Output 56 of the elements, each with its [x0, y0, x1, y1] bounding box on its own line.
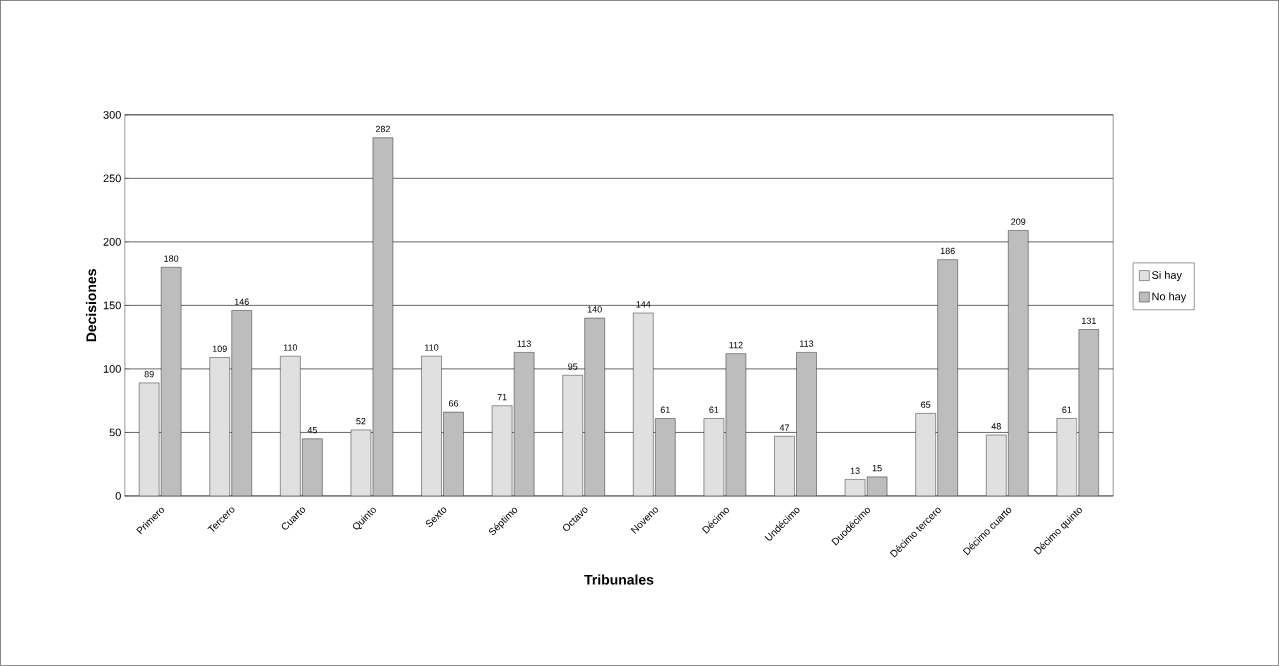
data-label: 45	[307, 427, 317, 434]
y-tick-label: 300	[103, 111, 121, 119]
bar	[231, 310, 252, 497]
y-tick-label: 50	[109, 428, 121, 437]
legend-label: No hay	[1152, 292, 1187, 303]
bar	[796, 352, 817, 497]
data-label: 113	[800, 340, 814, 347]
data-label: 61	[1062, 406, 1072, 414]
data-label: 110	[283, 344, 298, 351]
data-label: 61	[660, 406, 670, 414]
bar	[372, 137, 394, 497]
data-label: 146	[234, 298, 249, 306]
data-label: 282	[375, 125, 390, 133]
bar	[209, 357, 230, 497]
bar	[302, 438, 323, 497]
y-axis-title: Decisiones	[85, 269, 97, 342]
data-label: 65	[921, 401, 931, 408]
bar	[774, 436, 795, 497]
bar	[562, 375, 583, 497]
bar	[584, 317, 605, 497]
data-label: 110	[425, 344, 439, 351]
data-label: 113	[517, 340, 531, 347]
bar	[655, 418, 676, 497]
data-label: 71	[497, 394, 507, 401]
data-label: 144	[636, 301, 651, 308]
x-axis-title: Tribunales	[584, 574, 654, 585]
data-label: 61	[709, 406, 719, 414]
data-label: 89	[144, 371, 154, 378]
legend-label: Si hay	[1152, 270, 1182, 282]
bar	[421, 356, 442, 497]
data-label: 15	[872, 465, 882, 472]
bar	[1008, 230, 1029, 497]
data-label: 48	[991, 423, 1001, 430]
data-label: 52	[356, 418, 366, 425]
bar	[986, 434, 1007, 497]
y-tick-label: 100	[103, 365, 121, 373]
data-label: 112	[729, 341, 743, 349]
y-tick-label: 200	[103, 238, 121, 246]
bar	[280, 356, 301, 497]
bar	[915, 413, 936, 497]
y-tick-label: 0	[115, 492, 121, 500]
data-label: 66	[448, 400, 459, 407]
y-tick-label: 150	[103, 301, 121, 310]
y-tick-label: 250	[103, 174, 121, 183]
data-label: 140	[587, 306, 602, 313]
data-label: 131	[1082, 317, 1096, 325]
data-label: 47	[779, 424, 790, 431]
data-label: 180	[164, 255, 179, 262]
data-label: 109	[212, 345, 227, 353]
data-label: 13	[850, 467, 860, 475]
bar	[443, 411, 464, 497]
data-label: 209	[1011, 218, 1026, 226]
bar	[633, 312, 654, 497]
data-label: 186	[940, 247, 955, 255]
bar	[937, 259, 958, 497]
data-label: 95	[568, 363, 578, 370]
